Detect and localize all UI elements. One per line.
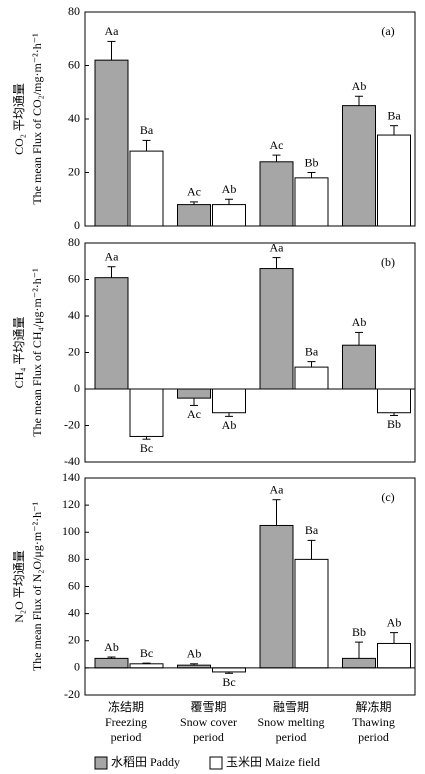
bar [94, 59, 129, 227]
significance-label: Ba [305, 344, 319, 358]
y-axis-label: The mean Flux of CH₄/μg·m⁻²·h⁻¹ [30, 268, 44, 437]
bar [342, 105, 376, 227]
y-tick-label: -20 [64, 687, 80, 701]
bar [177, 204, 211, 227]
bar [129, 663, 164, 669]
y-tick-label: 60 [68, 578, 80, 592]
x-tick-label: 融雪期 Snow melting period [257, 700, 325, 744]
y-tick-label: 40 [68, 605, 80, 619]
panel-label: (a) [381, 24, 394, 38]
significance-label: Ab [104, 640, 119, 654]
y-axis-label: The mean Flux of CO₂/mg·m⁻²·h⁻¹ [30, 33, 44, 205]
significance-label: Bb [352, 625, 366, 639]
bar [212, 667, 246, 673]
y-tick-label: 60 [68, 271, 80, 285]
significance-label: Ba [140, 123, 154, 137]
significance-label: Bb [387, 417, 401, 431]
significance-label: Ab [352, 315, 367, 329]
bar [342, 344, 376, 390]
y-tick-label: 0 [74, 660, 80, 674]
legend-label: 玉米田 Maize field [226, 755, 320, 769]
y-tick-label: 20 [68, 164, 80, 178]
y-tick-label: 20 [68, 344, 80, 358]
significance-label: Bc [140, 646, 153, 660]
y-tick-label: 140 [62, 470, 80, 484]
bar [177, 388, 211, 399]
bar [212, 388, 246, 414]
bar [212, 204, 246, 227]
significance-label: Ab [222, 182, 237, 196]
x-tick-label: 解冻期 Thawing period [352, 700, 395, 744]
bar [259, 268, 294, 390]
significance-label: Ba [387, 108, 401, 122]
bar [129, 150, 164, 227]
y-axis-label: N₂O 平均通量 [12, 550, 26, 623]
legend-label: 水稻田 Paddy [111, 755, 180, 769]
legend-swatch [94, 756, 108, 770]
significance-label: Ac [270, 138, 284, 152]
bar [94, 277, 129, 390]
bar [294, 558, 329, 669]
significance-label: Ac [187, 407, 201, 421]
y-tick-label: 100 [62, 524, 80, 538]
significance-label: Ab [352, 79, 367, 93]
significance-label: Ab [222, 418, 237, 432]
significance-label: Ba [305, 523, 319, 537]
bar [94, 657, 129, 669]
y-axis-label: CH₄ 平均通量 [12, 317, 26, 389]
bar [129, 388, 164, 437]
bar [377, 642, 411, 669]
y-tick-label: 20 [68, 633, 80, 647]
bar [342, 657, 376, 669]
panel-label: (c) [381, 490, 394, 504]
y-tick-label: 120 [62, 497, 80, 511]
significance-label: Ab [387, 615, 402, 629]
bar [259, 161, 294, 227]
y-tick-label: -40 [64, 454, 80, 468]
y-tick-label: 0 [74, 218, 80, 232]
y-axis-label: The mean Flux of N₂O/μg·m⁻²·h⁻¹ [30, 502, 44, 672]
bar [377, 134, 411, 227]
significance-label: Ac [187, 185, 201, 199]
y-tick-label: 60 [68, 57, 80, 71]
bar [259, 524, 294, 669]
y-tick-label: -20 [64, 417, 80, 431]
y-tick-label: 80 [68, 4, 80, 18]
significance-label: Bb [304, 155, 318, 169]
significance-label: Bc [222, 675, 235, 689]
bar [294, 177, 329, 227]
y-tick-label: 80 [68, 551, 80, 565]
significance-label: Aa [270, 482, 285, 496]
significance-label: Aa [270, 240, 285, 254]
x-tick-label: 覆雪期 Snow cover period [180, 700, 237, 744]
bar [294, 366, 329, 390]
significance-label: Aa [105, 249, 120, 263]
significance-label: Aa [105, 24, 120, 38]
y-tick-label: 80 [68, 235, 80, 249]
x-tick-label: 冻结期 Freezing period [105, 700, 147, 744]
y-tick-label: 0 [74, 381, 80, 395]
y-axis-label: CO₂ 平均通量 [12, 83, 26, 155]
y-tick-label: 40 [68, 111, 80, 125]
significance-label: Ab [187, 647, 202, 661]
legend-swatch [209, 756, 223, 770]
bar [377, 388, 411, 414]
panel-label: (b) [381, 255, 395, 269]
significance-label: Bc [140, 441, 153, 455]
y-tick-label: 40 [68, 308, 80, 322]
